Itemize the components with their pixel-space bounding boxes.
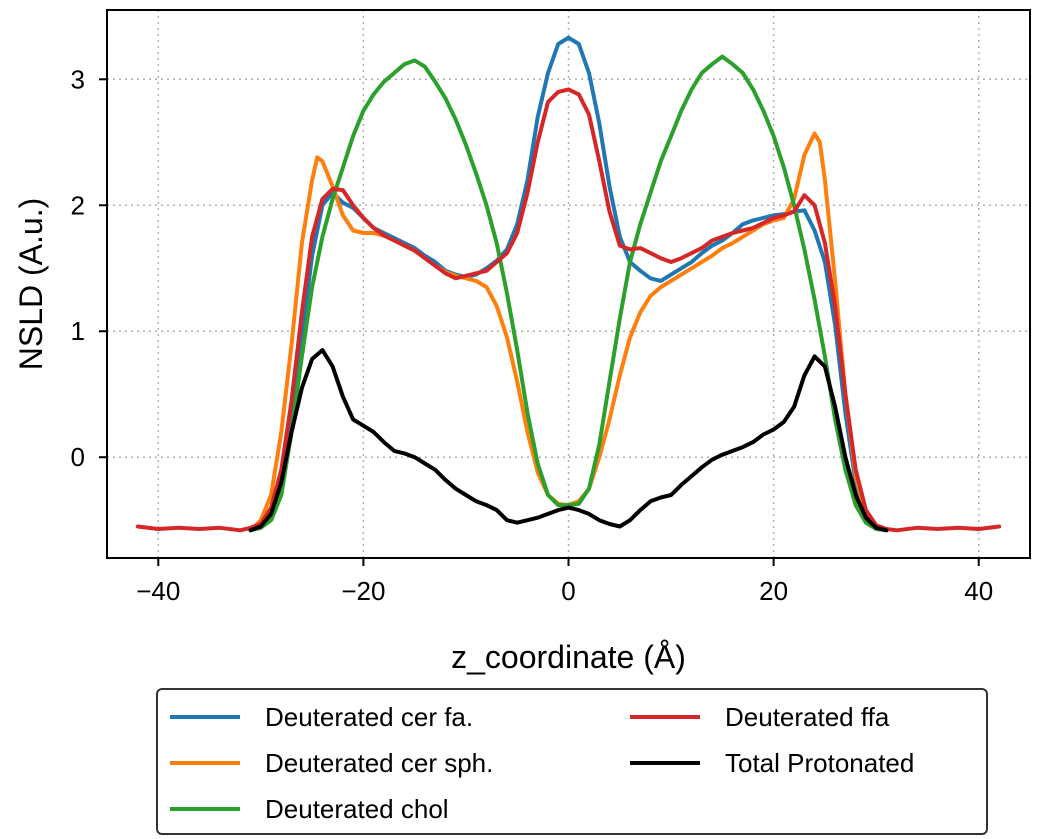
series-line-4	[248, 348, 889, 533]
series-line-2	[248, 54, 889, 533]
x-axis-label: z_coordinate (Å)	[451, 639, 686, 675]
y-tick-label: 0	[71, 442, 85, 472]
legend-box	[156, 688, 988, 835]
legend-label-2: Deuterated chol	[265, 794, 449, 824]
legend-label-3: Deuterated ffa	[725, 702, 890, 732]
grid	[107, 10, 1030, 558]
legend-label-0: Deuterated cer fa.	[265, 702, 473, 732]
plot-frame	[106, 9, 1031, 559]
series-line-3	[135, 87, 1002, 533]
x-tick-label: 40	[964, 576, 993, 606]
series-layer	[135, 35, 1002, 533]
y-tick-label: 2	[71, 190, 85, 220]
x-tick-label: 0	[561, 576, 575, 606]
x-tick-label: −20	[341, 576, 385, 606]
axis-ticks: −40 −20 0 20 40 0 1 2 3	[71, 64, 994, 606]
legend: Deuterated cer fa. Deuterated cer sph. Deu…	[156, 688, 988, 835]
x-tick-label: 20	[759, 576, 788, 606]
legend-label-1: Deuterated cer sph.	[265, 748, 493, 778]
y-tick-label: 3	[71, 64, 85, 94]
legend-label-4: Total Protonated	[725, 748, 914, 778]
y-tick-label: 1	[71, 316, 85, 346]
x-tick-label: −40	[136, 576, 180, 606]
y-axis-label: NSLD (A.u.)	[13, 198, 49, 370]
series-line-0	[248, 35, 889, 533]
